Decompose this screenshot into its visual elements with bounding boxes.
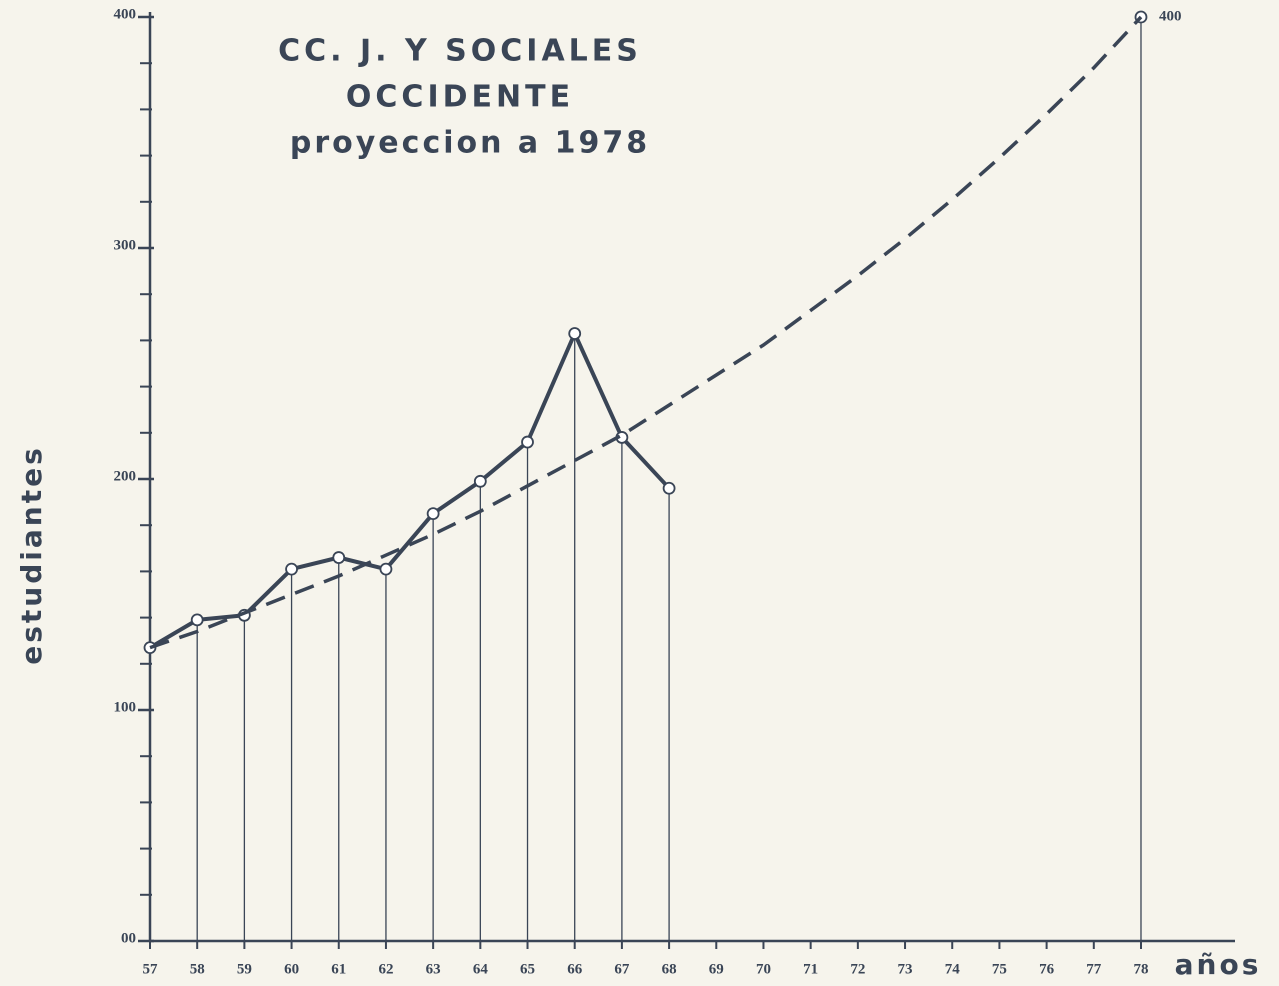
data-point	[332, 551, 346, 564]
x-tick-label: 71	[803, 961, 818, 977]
x-tick-label: 72	[850, 961, 865, 977]
y-axis-label: estudiantes	[15, 445, 48, 664]
data-label: 400	[1159, 8, 1182, 24]
y-tick-label: 200	[114, 468, 137, 484]
x-axis-label: años	[1175, 948, 1262, 981]
x-tick-label: 62	[378, 961, 393, 977]
x-tick-label: 78	[1133, 961, 1148, 977]
x-tick-label: 73	[898, 961, 913, 977]
x-tick-label: 57	[143, 961, 159, 977]
x-tick-label: 60	[284, 961, 299, 977]
y-tick-label: 300	[114, 237, 137, 253]
data-point	[426, 507, 440, 521]
x-tick-label: 68	[662, 961, 677, 977]
data-point	[662, 481, 676, 495]
x-tick-label: 66	[567, 961, 583, 977]
x-tick-label: 63	[426, 961, 441, 977]
series-line	[149, 15, 1143, 650]
chart-title: CC. J. Y SOCIALES	[278, 34, 642, 69]
data-point	[521, 435, 534, 449]
x-tick-label: 74	[945, 961, 961, 977]
x-tick-label: 61	[331, 961, 346, 977]
chart-title: OCCIDENTE	[346, 80, 574, 115]
x-tick-label: 58	[190, 961, 205, 977]
x-tick-label: 67	[614, 961, 630, 977]
y-tick-label: 100	[114, 699, 137, 715]
x-tick-label: 76	[1039, 961, 1055, 977]
data-point	[473, 474, 487, 488]
x-tick-label: 70	[756, 961, 771, 977]
x-tick-label: 69	[709, 961, 724, 977]
data-point	[379, 562, 393, 576]
x-tick-label: 59	[237, 961, 252, 977]
data-point	[285, 562, 298, 576]
y-tick-label: 00	[121, 930, 136, 946]
y-tick-label: 400	[114, 6, 137, 22]
chart-title: proyeccion a 1978	[290, 126, 650, 161]
x-tick-label: 64	[473, 961, 489, 977]
x-tick-label: 65	[520, 961, 535, 977]
data-point	[568, 327, 582, 340]
x-tick-label: 75	[992, 961, 1007, 977]
x-tick-label: 77	[1086, 961, 1102, 977]
data-point	[190, 613, 204, 627]
